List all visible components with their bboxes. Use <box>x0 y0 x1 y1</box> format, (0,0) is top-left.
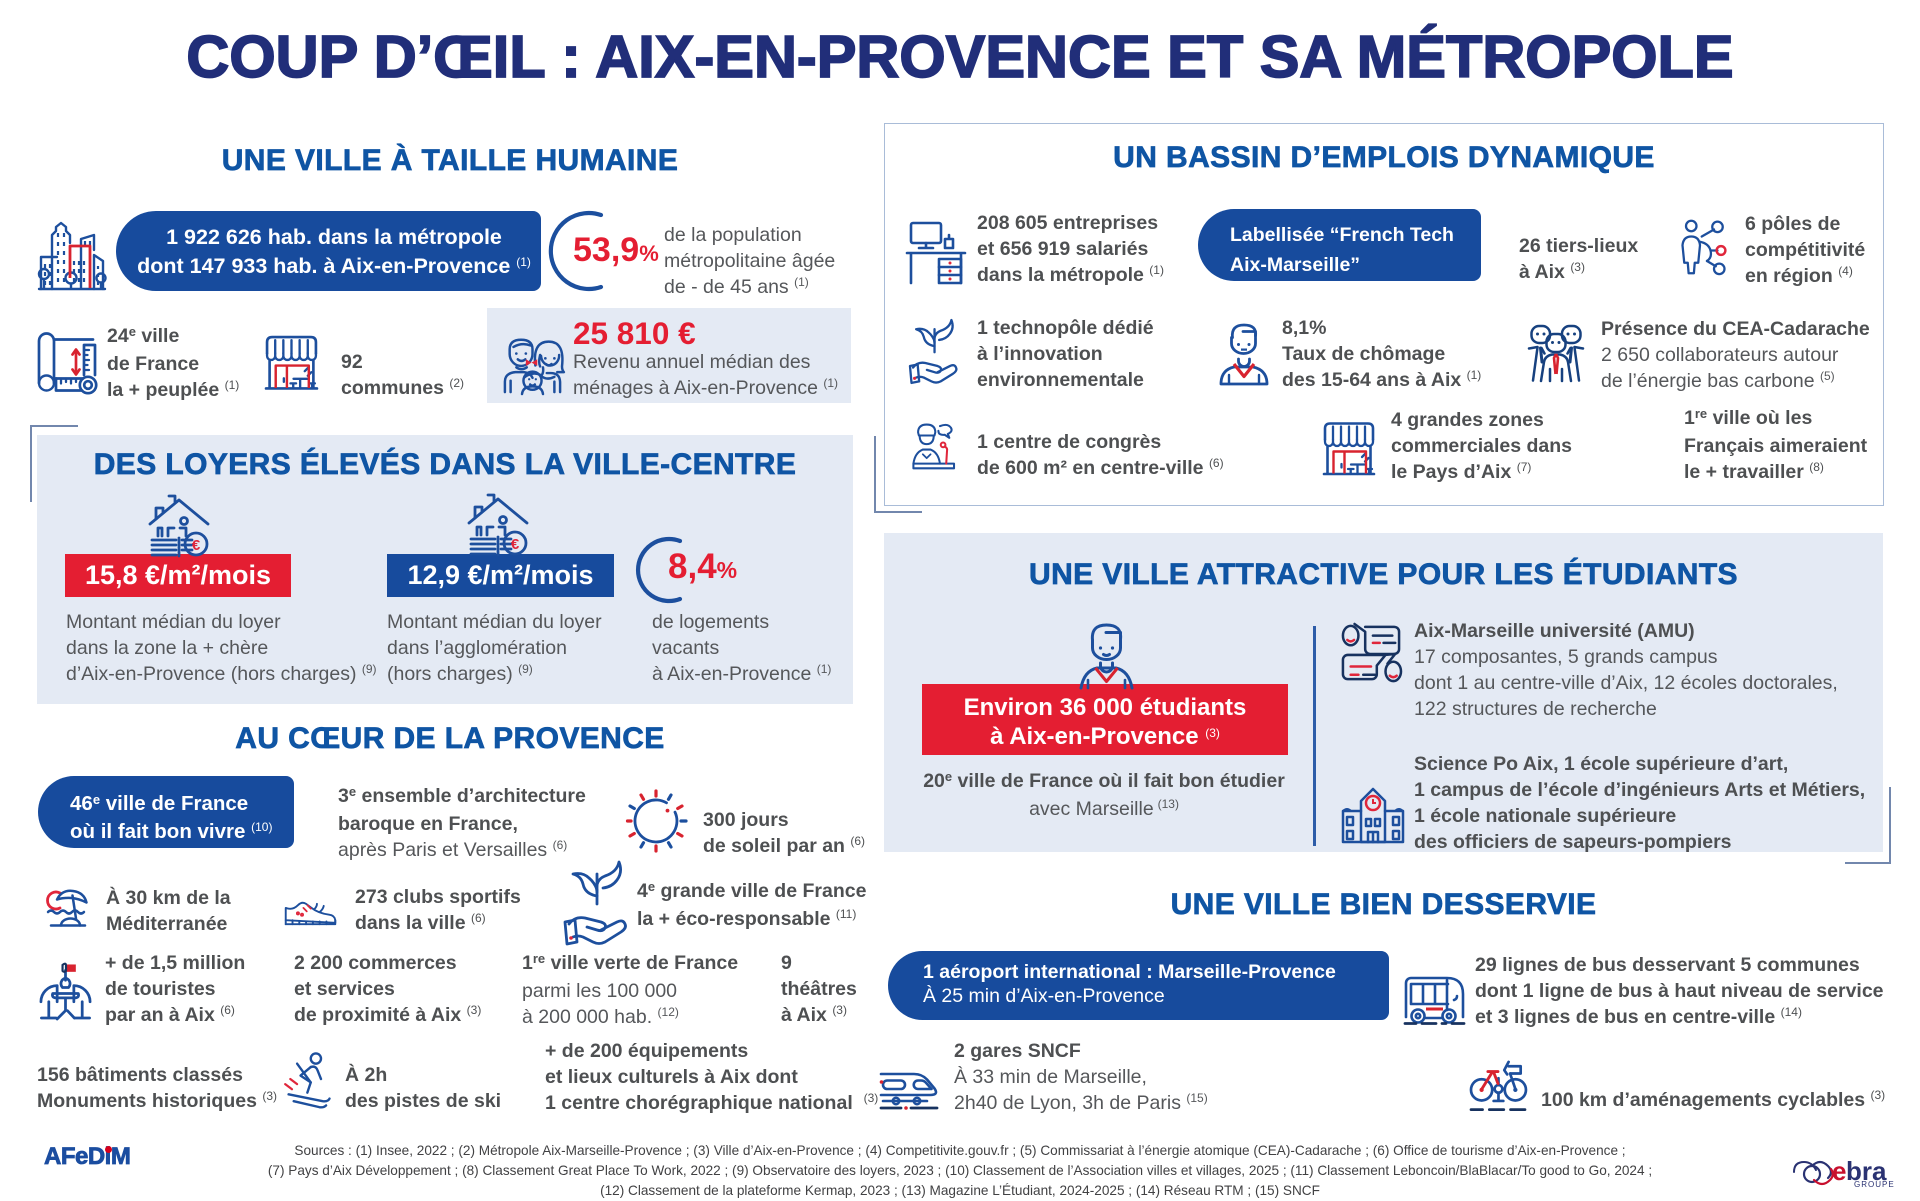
svg-text:€: € <box>192 537 201 554</box>
svg-text:bra: bra <box>1846 1156 1887 1186</box>
svg-text:GROUPE: GROUPE <box>1854 1180 1895 1189</box>
svg-text:e: e <box>1832 1156 1846 1186</box>
svg-text:€: € <box>511 536 520 553</box>
